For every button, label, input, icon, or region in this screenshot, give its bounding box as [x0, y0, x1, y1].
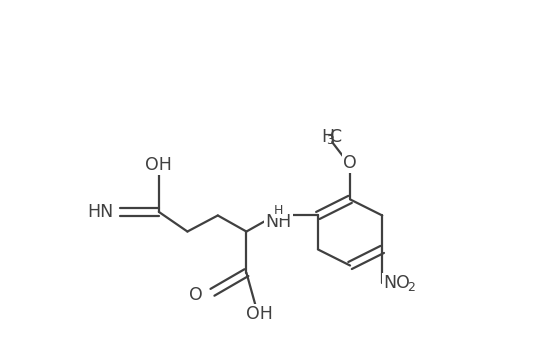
Text: NO: NO — [383, 274, 410, 292]
Text: H: H — [321, 128, 334, 146]
Text: 3: 3 — [326, 134, 334, 147]
Text: O: O — [189, 286, 203, 304]
Text: O: O — [343, 154, 357, 172]
Text: OH: OH — [145, 156, 172, 174]
Text: NH: NH — [266, 212, 292, 231]
Text: H: H — [274, 204, 283, 217]
Text: 2: 2 — [407, 281, 415, 294]
Text: OH: OH — [246, 306, 273, 323]
Text: C: C — [331, 128, 343, 146]
Text: HN: HN — [87, 203, 113, 221]
